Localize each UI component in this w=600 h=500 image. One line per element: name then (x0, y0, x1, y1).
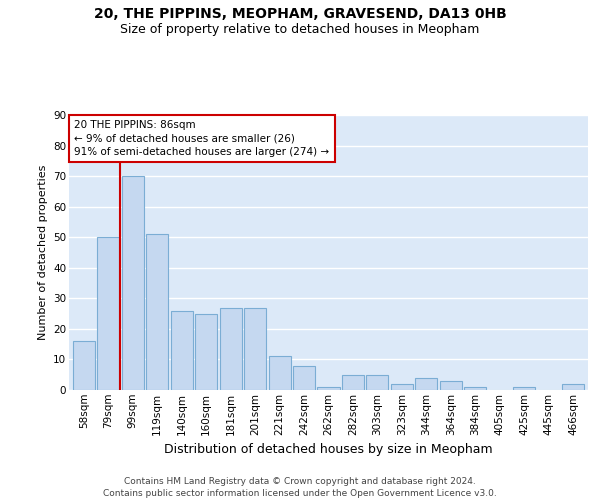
Bar (146, 234, 168, 390)
Text: Size of property relative to detached houses in Meopham: Size of property relative to detached ho… (121, 22, 479, 36)
Bar (562, 384, 584, 390)
Y-axis label: Number of detached properties: Number of detached properties (38, 165, 47, 340)
Bar (73, 341, 95, 390)
Bar (244, 308, 266, 390)
Bar (317, 387, 340, 390)
Bar (220, 308, 242, 390)
Bar (464, 387, 487, 390)
Bar (514, 387, 535, 390)
Text: 20, THE PIPPINS, MEOPHAM, GRAVESEND, DA13 0HB: 20, THE PIPPINS, MEOPHAM, GRAVESEND, DA1… (94, 8, 506, 22)
Bar (342, 374, 364, 390)
Bar (170, 310, 193, 390)
Bar (391, 384, 413, 390)
Text: 20 THE PIPPINS: 86sqm
← 9% of detached houses are smaller (26)
91% of semi-detac: 20 THE PIPPINS: 86sqm ← 9% of detached h… (74, 120, 329, 157)
Bar (440, 381, 462, 390)
Bar (415, 378, 437, 390)
Bar (293, 366, 315, 390)
Bar (269, 356, 290, 390)
Bar (367, 374, 388, 390)
Bar (97, 237, 119, 390)
Text: Contains HM Land Registry data © Crown copyright and database right 2024.
Contai: Contains HM Land Registry data © Crown c… (103, 476, 497, 498)
Bar (122, 176, 143, 390)
Bar (195, 314, 217, 390)
X-axis label: Distribution of detached houses by size in Meopham: Distribution of detached houses by size … (164, 443, 493, 456)
